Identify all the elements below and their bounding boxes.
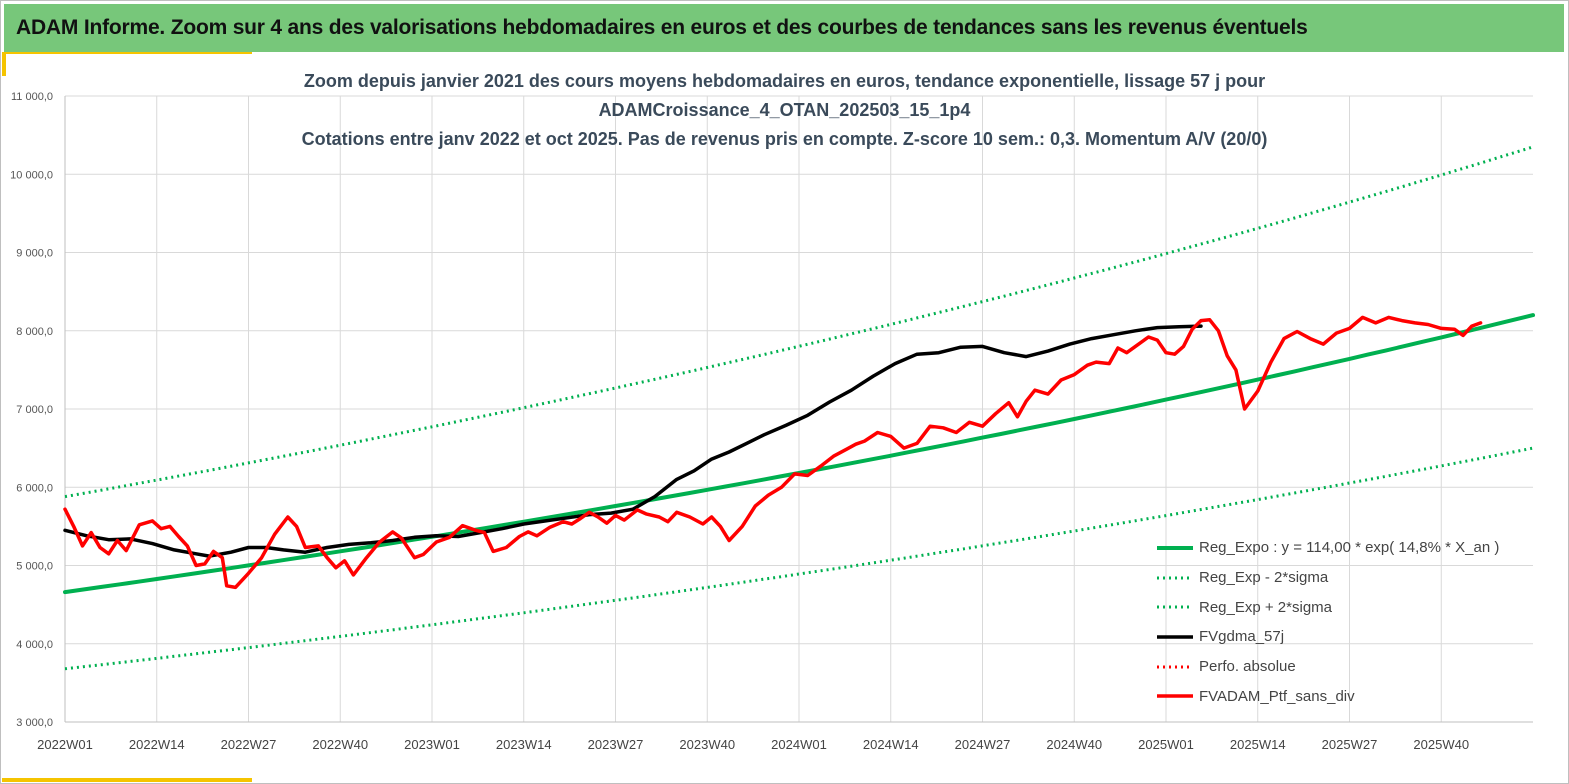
series-line-1 xyxy=(64,446,1534,671)
x-tick-label: 2023W14 xyxy=(496,737,552,752)
x-tick-label: 2025W27 xyxy=(1322,737,1378,752)
x-tick-label: 2023W01 xyxy=(404,737,460,752)
x-tick-label: 2025W14 xyxy=(1230,737,1286,752)
legend-label: Perfo. absolue xyxy=(1199,658,1296,676)
legend-item: Reg_Exp + 2*sigma xyxy=(1155,592,1499,622)
y-tick-label: 9 000,0 xyxy=(16,248,53,260)
y-tick-label: 11 000,0 xyxy=(11,91,53,103)
legend-swatch xyxy=(1157,665,1193,669)
x-tick-label: 2023W40 xyxy=(679,737,735,752)
x-tick-label: 2025W40 xyxy=(1413,737,1469,752)
series-line-3 xyxy=(63,324,1203,558)
chart-title-line-2: ADAMCroissance_4_OTAN_202503_15_1p4 xyxy=(598,100,971,120)
legend-swatch xyxy=(1157,605,1193,609)
x-tick-label: 2023W27 xyxy=(588,737,644,752)
chart-title-line-3: Cotations entre janv 2022 et oct 2025. P… xyxy=(301,129,1268,149)
x-tick-label: 2022W27 xyxy=(221,737,277,752)
x-tick-label: 2024W40 xyxy=(1046,737,1102,752)
y-tick-label: 8 000,0 xyxy=(16,326,53,338)
x-tick-label: 2022W40 xyxy=(312,737,368,752)
y-tick-label: 10 000,0 xyxy=(10,169,53,181)
chart-legend: Reg_Expo : y = 114,00 * exp( 14,8% * X_a… xyxy=(1155,533,1499,711)
y-tick-label: 4 000,0 xyxy=(16,639,53,651)
y-tick-label: 6 000,0 xyxy=(16,482,53,494)
legend-swatch xyxy=(1157,545,1193,550)
legend-label: FVADAM_Ptf_sans_div xyxy=(1199,687,1355,705)
legend-item: Reg_Exp - 2*sigma xyxy=(1155,563,1499,593)
chart-title-line-1: Zoom depuis janvier 2021 des cours moyen… xyxy=(303,71,1266,91)
y-tick-label: 7 000,0 xyxy=(16,404,53,416)
series-line-2 xyxy=(64,145,1534,499)
legend-label: Reg_Exp + 2*sigma xyxy=(1199,598,1332,616)
x-tick-label: 2022W14 xyxy=(129,737,185,752)
accent-bar-bottom xyxy=(2,778,252,782)
x-tick-label: 2025W01 xyxy=(1138,737,1194,752)
legend-item: Perfo. absolue xyxy=(1155,652,1499,682)
x-tick-label: 2022W01 xyxy=(37,737,93,752)
y-tick-label: 3 000,0 xyxy=(16,717,53,729)
page-title: ADAM Informe. Zoom sur 4 ans des valoris… xyxy=(16,16,1308,39)
legend-label: Reg_Expo : y = 114,00 * exp( 14,8% * X_a… xyxy=(1199,539,1500,557)
legend-label: Reg_Exp - 2*sigma xyxy=(1199,569,1329,587)
x-tick-label: 2024W14 xyxy=(863,737,919,752)
legend-item: FVADAM_Ptf_sans_div xyxy=(1155,681,1499,711)
accent-bar-left xyxy=(2,52,6,76)
legend-swatch xyxy=(1157,635,1193,639)
legend-swatch xyxy=(1157,576,1193,580)
accent-bar-top xyxy=(2,52,252,54)
legend-item: Reg_Expo : y = 114,00 * exp( 14,8% * X_a… xyxy=(1155,533,1499,563)
y-tick-label: 5 000,0 xyxy=(16,561,53,573)
legend-label: FVgdma_57j xyxy=(1199,628,1285,646)
legend-swatch xyxy=(1157,694,1193,699)
x-tick-label: 2024W01 xyxy=(771,737,827,752)
header-banner: ADAM Informe. Zoom sur 4 ans des valoris… xyxy=(4,4,1564,52)
series-line-5 xyxy=(63,315,1483,590)
legend-item: FVgdma_57j xyxy=(1155,622,1499,652)
x-tick-label: 2024W27 xyxy=(955,737,1011,752)
